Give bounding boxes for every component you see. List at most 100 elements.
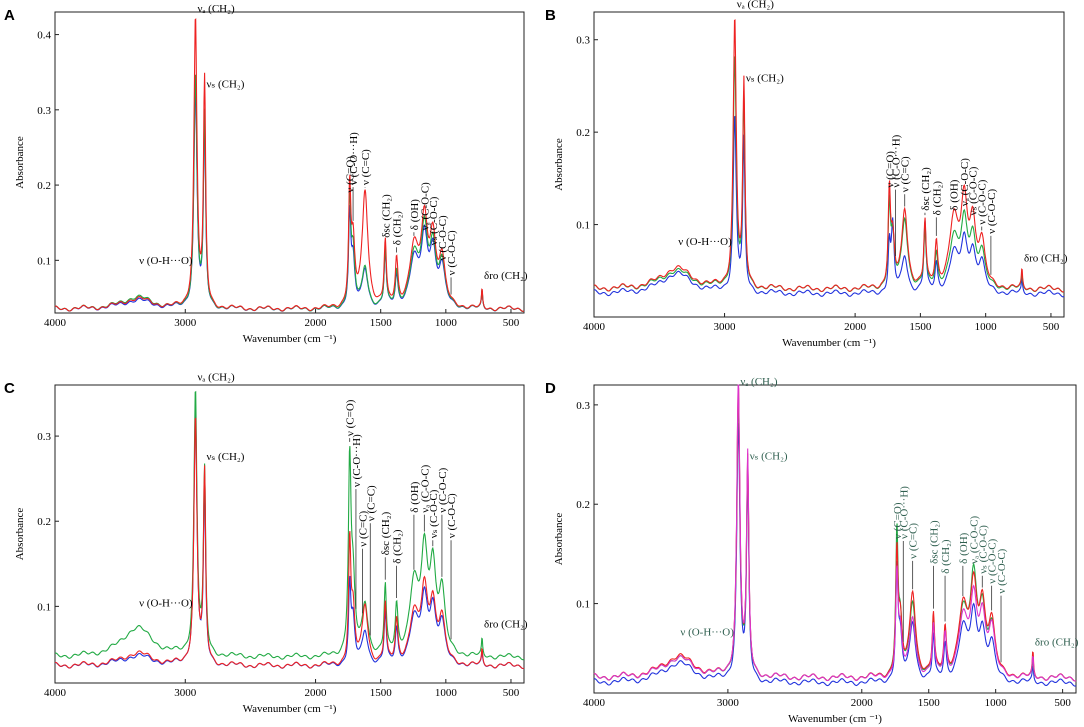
peak-annotation: ν (C-O-C): [437, 215, 449, 260]
series-line-blue: [54, 409, 525, 670]
y-tick-label: 0.3: [576, 35, 590, 47]
x-tick-label: 3000: [174, 317, 197, 329]
peak-annotation: ν (C=C): [360, 149, 372, 185]
peak-annotation: ν (C-O-C): [987, 538, 999, 583]
peak-annotation: δro (CH₂): [484, 270, 528, 282]
peak-annotation: δ (CH₂): [940, 539, 952, 574]
peak-annotation: νₐ (CH₂): [197, 372, 235, 384]
series-line-blue: [593, 422, 1077, 687]
y-tick-label: 0.2: [37, 516, 51, 528]
peak-annotation: δ (OH): [949, 179, 961, 210]
peak-annotation: ν (C-O-C): [446, 493, 458, 538]
y-axis-title: Absorbance: [553, 138, 565, 191]
y-tick-label: 0.1: [37, 601, 51, 613]
y-tick-label: 0.1: [576, 220, 590, 232]
peak-annotation: νₐ (C-O-C): [419, 464, 431, 512]
x-axis-title: Wavenumber (cm ⁻¹): [788, 713, 882, 725]
x-tick-label: 3000: [174, 687, 197, 699]
peak-annotation: δ (OH): [409, 199, 421, 230]
peak-annotation: νₐ (C-O-C): [969, 516, 981, 564]
panel-letter: C: [4, 380, 15, 397]
peak-annotation: δ (CH₂): [931, 181, 943, 216]
x-tick-label: 2000: [305, 687, 328, 699]
peak-annotation: δro (CH₂): [484, 619, 528, 631]
peak-annotation: νₛ (CH₂): [207, 451, 245, 463]
peak-annotation: νₐ (CH₂): [737, 0, 775, 10]
y-tick-label: 0.1: [576, 599, 590, 611]
y-tick-label: 0.1: [37, 255, 51, 267]
peak-annotation: ν (C=O): [345, 156, 357, 193]
x-tick-label: 1500: [909, 321, 932, 333]
peak-annotation: νₛ (C-O-C): [428, 489, 440, 538]
peak-annotation: δsc (CH₂): [380, 194, 392, 238]
y-tick-label: 0.3: [37, 431, 51, 443]
x-tick-label: 4000: [583, 697, 606, 709]
x-tick-label: 1000: [985, 697, 1008, 709]
peak-annotation: ν (C=C): [908, 523, 920, 559]
y-tick-label: 0.3: [576, 400, 590, 412]
peak-annotation: δ (CH₂): [392, 529, 404, 564]
peak-annotation: ν (C-O-C): [446, 230, 458, 275]
peak-annotation: νₐ (C-O-C): [419, 182, 431, 230]
y-tick-label: 0.4: [37, 30, 51, 42]
y-tick-label: 0.3: [37, 105, 51, 117]
y-axis-title: Absorbance: [553, 513, 565, 566]
plot-frame: [54, 384, 525, 684]
series-line-red: [54, 417, 525, 670]
y-axis-title: Absorbance: [14, 136, 26, 189]
panel-B: B 0.1 0.2 0.3 4000 3000 2000 1500 1000 500 Wavenum…: [545, 0, 1068, 349]
peak-annotation: δro (CH₂): [1035, 636, 1079, 648]
series-line-blue: [54, 85, 525, 312]
peak-annotation: ν (C=C): [357, 511, 369, 547]
peak-annotation: δsc (CH₂): [920, 167, 932, 211]
peak-annotation: νₐ (C-O-C): [959, 158, 971, 206]
x-axis-title: Wavenumber (cm ⁻¹): [243, 703, 337, 715]
peak-annotation: ν (C-O···H): [351, 434, 363, 487]
x-tick-label: 500: [503, 317, 520, 329]
peak-annotation: ν (C-O-C): [437, 467, 449, 512]
peak-annotation: ν (C-O···H): [348, 132, 360, 185]
peak-annotation: ν (C-O-C): [977, 179, 989, 224]
x-tick-label: 1500: [918, 697, 941, 709]
x-tick-label: 500: [503, 687, 520, 699]
plot-frame: [593, 384, 1077, 694]
panel-C: C 0.1 0.2 0.3 4000 3000 2000 1500 1000 500 Wavenum…: [4, 372, 528, 715]
peak-annotation: ν (O-H···O): [139, 255, 193, 267]
x-axis-title: Wavenumber (cm ⁻¹): [243, 333, 337, 345]
peak-annotation: νₛ (C-O-C): [428, 196, 440, 245]
x-tick-label: 4000: [583, 321, 606, 333]
peak-annotation: ν (C=C): [900, 156, 912, 192]
x-tick-label: 2000: [851, 697, 874, 709]
peak-annotation: ν (C=C): [365, 485, 377, 521]
panel-letter: D: [545, 380, 556, 397]
panel-letter: A: [4, 7, 15, 24]
x-tick-label: 1500: [370, 317, 393, 329]
x-tick-label: 1500: [370, 687, 393, 699]
x-tick-label: 4000: [44, 687, 67, 699]
series-line-green: [593, 397, 1077, 682]
y-tick-label: 0.2: [37, 180, 51, 192]
series-line-red: [593, 387, 1077, 682]
x-tick-label: 500: [1043, 321, 1060, 333]
series-line-red: [54, 18, 525, 312]
x-tick-label: 1000: [435, 687, 458, 699]
peak-annotation: ν (O-H···O): [680, 626, 734, 638]
peak-annotation: ν (C-O-C): [986, 188, 998, 233]
panel-D: D 0.1 0.2 0.3 4000 3000 2000 1500 1000 500 Wavenum…: [545, 376, 1079, 725]
peak-annotation: νₐ (CH₂): [197, 3, 235, 15]
peak-annotation: δsc (CH₂): [928, 520, 940, 564]
peak-annotation: νₛ (C-O-C): [977, 525, 989, 574]
x-tick-label: 4000: [44, 317, 67, 329]
peak-annotation: ν (O-H···O): [678, 236, 732, 248]
panel-letter: B: [545, 7, 556, 24]
peak-annotation: δ (OH): [409, 481, 421, 512]
x-axis-title: Wavenumber (cm ⁻¹): [782, 337, 876, 349]
plot-frame: [593, 11, 1065, 318]
x-tick-label: 3000: [714, 321, 737, 333]
x-tick-label: 500: [1054, 697, 1071, 709]
y-tick-label: 0.2: [576, 127, 590, 139]
y-axis-title: Absorbance: [14, 508, 26, 561]
series-line-red: [593, 19, 1065, 293]
peak-annotation: δ (OH): [958, 532, 970, 563]
